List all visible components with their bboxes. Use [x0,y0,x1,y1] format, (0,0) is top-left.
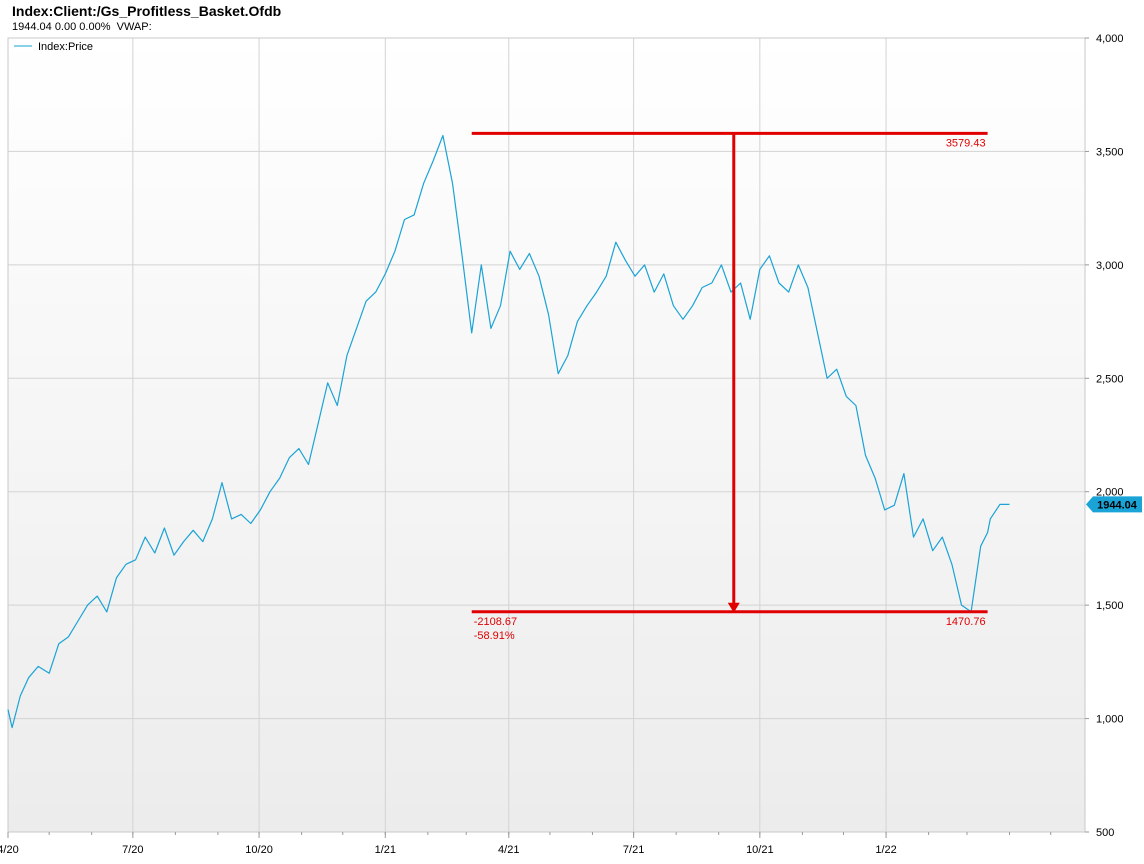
y-tick-label: 1,000 [1096,714,1124,726]
x-tick-label: 4/21 [498,844,519,856]
x-tick-label: 10/20 [245,844,273,856]
chart-title: Index:Client:/Gs_Profitless_Basket.Ofdb [12,3,282,19]
y-tick-label: 2,000 [1096,487,1124,499]
x-tick-label: 1/21 [375,844,396,856]
plot-border [7,37,1086,833]
y-tick-label: 4,000 [1096,33,1124,45]
vwap-label: VWAP: [116,21,152,33]
legend-label: Index:Price [38,41,93,53]
y-tick-label: 2,500 [1096,373,1124,385]
price-series-line [7,134,1010,729]
plot-area [8,38,1085,832]
current-value-marker [1086,496,1142,513]
quote-values: 1944.04 0.00 0.00% [12,21,111,33]
y-tick-label: 500 [1096,827,1114,839]
y-tick-label: 3,000 [1096,260,1124,272]
quote-line: 1944.04 0.00 0.00% VWAP: [12,21,152,33]
x-tick-label: 4/20 [0,844,19,856]
change-value-label: -2108.67 [474,616,517,628]
x-tick-label: 7/20 [122,844,143,856]
current-value-label: 1944.04 [1097,499,1138,511]
low-value-label: 1470.76 [946,616,986,628]
y-tick-label: 1,500 [1096,600,1124,612]
drawdown-arrow-head [727,602,740,613]
x-tick-label: 1/22 [875,844,896,856]
legend: Index:Price [14,41,93,53]
high-value-label: 3579.43 [946,137,986,149]
x-tick-label: 10/21 [746,844,774,856]
y-tick-label: 3,500 [1096,146,1124,158]
x-tick-label: 7/21 [623,844,644,856]
change-percent-label: -58.91% [474,630,515,642]
